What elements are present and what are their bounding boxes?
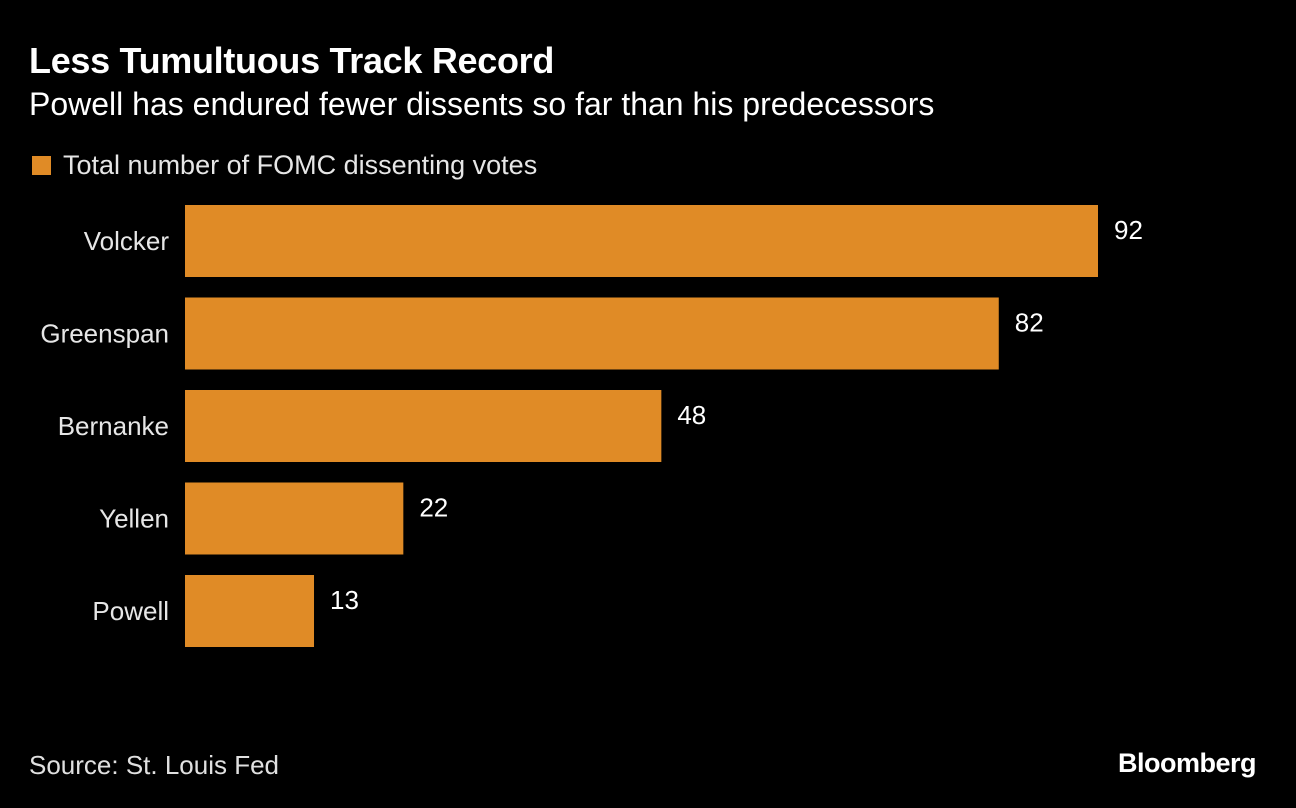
- bar-powell: [185, 575, 315, 647]
- source-note: Source: St. Louis Fed: [29, 750, 280, 780]
- bar-greenspan: [185, 297, 999, 370]
- value-label: 13: [330, 585, 359, 615]
- bar-bernanke: [185, 390, 662, 462]
- value-label: 22: [419, 493, 448, 523]
- category-label: Powell: [92, 596, 169, 626]
- chart-subtitle: Powell has endured fewer dissents so far…: [29, 86, 935, 122]
- category-label: Volcker: [84, 226, 170, 256]
- bar-yellen: [185, 482, 404, 555]
- value-label: 92: [1114, 215, 1143, 245]
- bar-volcker: [185, 205, 1098, 277]
- chart-title: Less Tumultuous Track Record: [29, 40, 555, 81]
- legend-label: Total number of FOMC dissenting votes: [63, 150, 538, 180]
- value-label: 82: [1015, 308, 1044, 338]
- value-label: 48: [677, 400, 706, 430]
- category-label: Greenspan: [40, 319, 169, 349]
- category-label: Bernanke: [58, 411, 169, 441]
- legend-swatch: [32, 156, 51, 175]
- bloomberg-logo: Bloomberg: [1117, 748, 1257, 778]
- legend: Total number of FOMC dissenting votes: [32, 150, 537, 181]
- category-label: Yellen: [99, 504, 169, 534]
